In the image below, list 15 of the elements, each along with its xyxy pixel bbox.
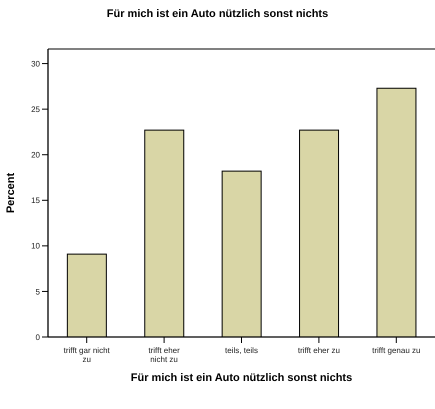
y-tick-label: 10 xyxy=(31,242,41,251)
y-tick-label: 30 xyxy=(31,59,41,68)
x-tick-label: trifft gar nicht zu xyxy=(64,346,111,364)
x-tick-label: trifft eher zu xyxy=(298,346,340,355)
x-tick-label: trifft genau zu xyxy=(372,346,420,355)
y-tick-label: 5 xyxy=(36,287,41,296)
x-tick-label: teils, teils xyxy=(225,346,258,355)
y-tick-label: 0 xyxy=(36,332,41,342)
x-tick-label: trifft eher nicht zu xyxy=(148,346,180,364)
y-tick-label: 25 xyxy=(31,104,41,114)
x-axis-title: Für mich ist ein Auto nützlich sonst nichts xyxy=(130,372,352,384)
y-tick-label: 20 xyxy=(31,150,41,160)
chart-title: Für mich ist ein Auto nützlich sonst nichts xyxy=(106,8,330,20)
y-tick-label: 15 xyxy=(31,196,41,206)
y-axis-title: Percent xyxy=(4,172,17,214)
